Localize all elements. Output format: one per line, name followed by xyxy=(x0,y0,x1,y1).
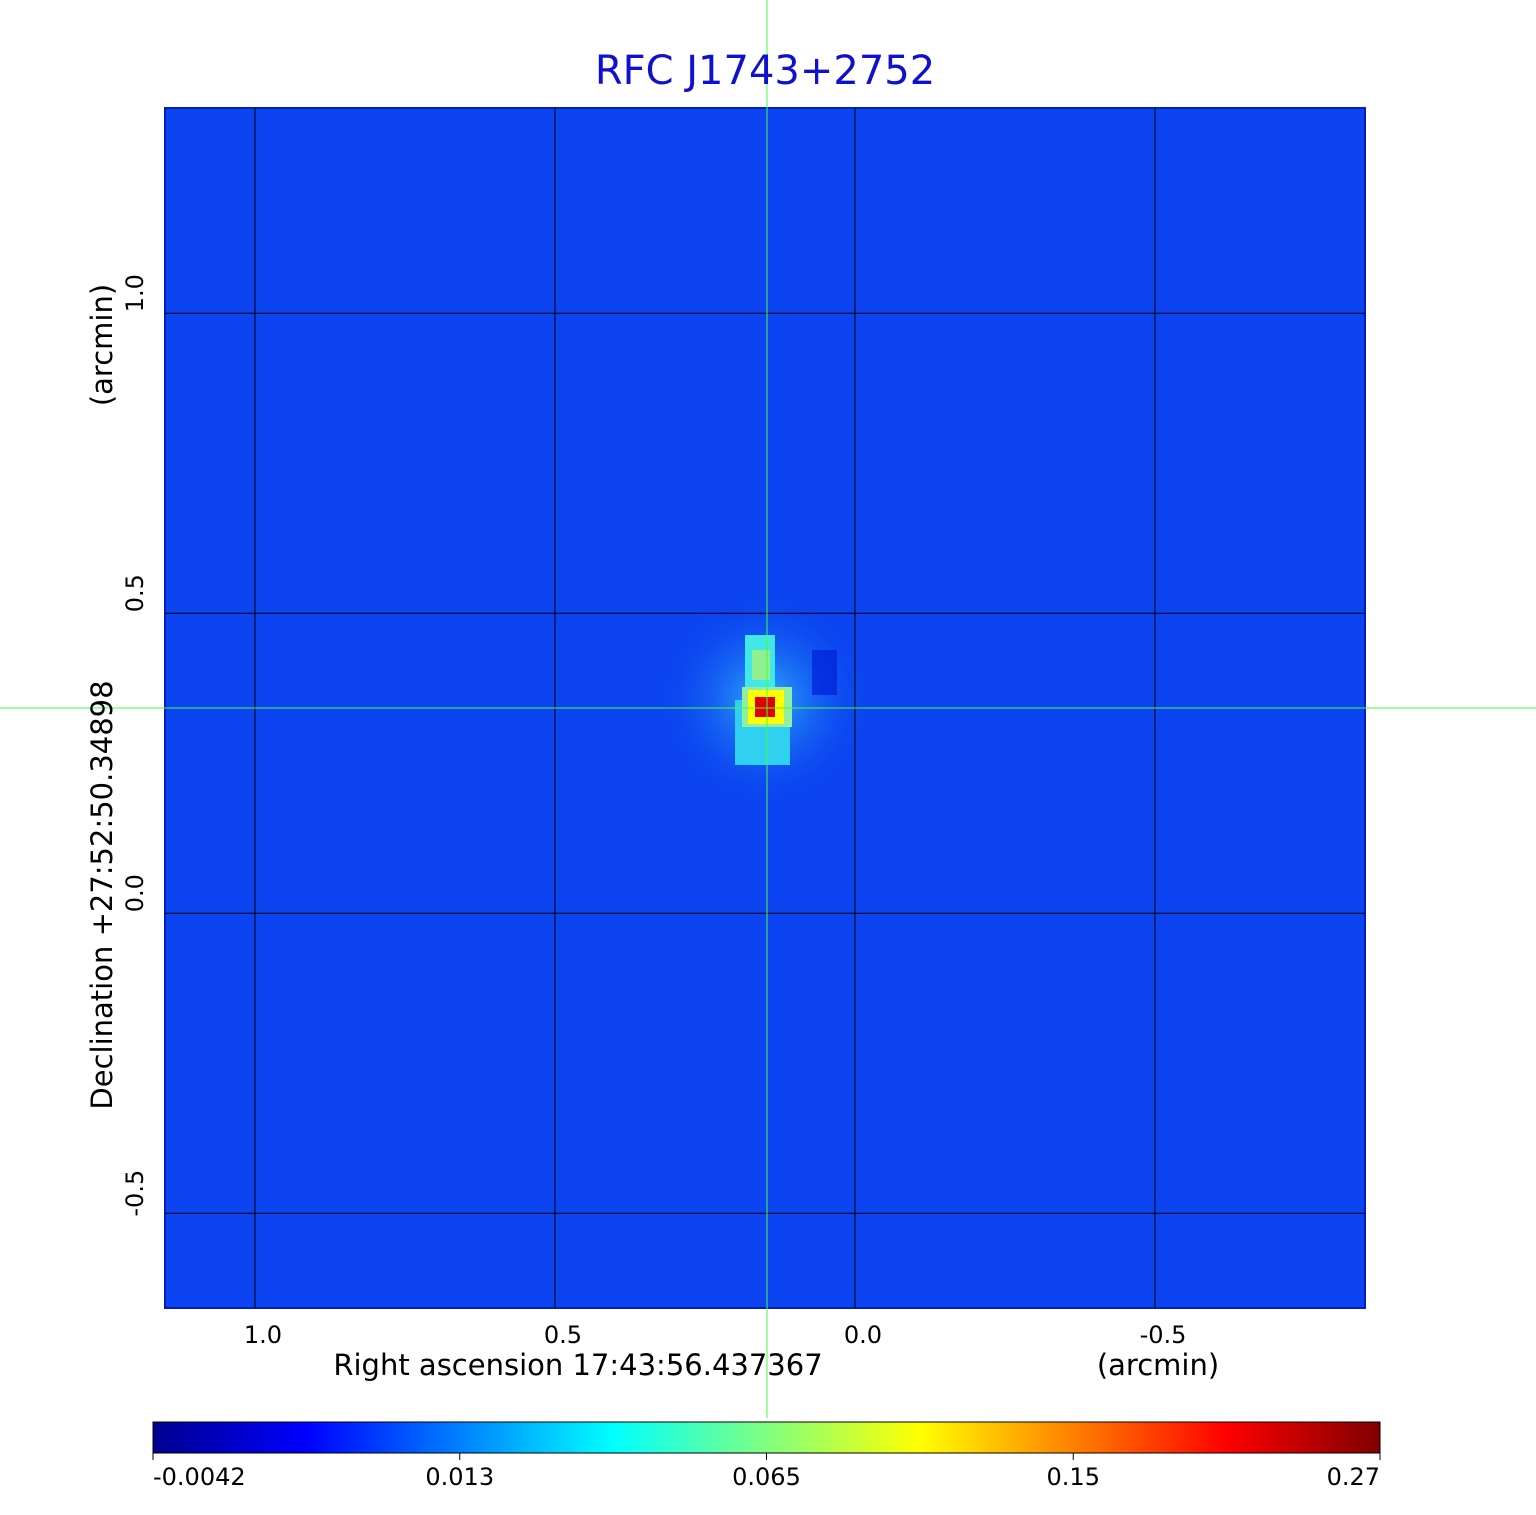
x-tick-label: -0.5 xyxy=(1140,1321,1187,1349)
source xyxy=(655,590,875,810)
source-pixel xyxy=(755,697,775,717)
y-tick-label: 1.0 xyxy=(121,274,149,312)
y-tick-label: 0.0 xyxy=(121,874,149,912)
y-axis-unit: (arcmin) xyxy=(85,284,119,406)
x-tick-label: 1.0 xyxy=(244,1321,282,1349)
x-tick-label: 0.5 xyxy=(544,1321,582,1349)
colorbar-tick-label: -0.0042 xyxy=(153,1463,246,1491)
x-tick-label: 0.0 xyxy=(844,1321,882,1349)
x-axis-unit: (arcmin) xyxy=(1097,1348,1219,1382)
colorbar xyxy=(152,1421,1381,1454)
x-axis-label: Right ascension 17:43:56.437367 xyxy=(333,1348,822,1382)
chart-title: RFC J1743+2752 xyxy=(595,48,935,94)
source-pixel xyxy=(752,650,770,680)
y-tick-label: -0.5 xyxy=(121,1170,149,1217)
colorbar-tick-label: 0.013 xyxy=(425,1463,494,1491)
colorbar-tick-label: 0.27 xyxy=(1327,1463,1380,1491)
colorbar-tick-label: 0.15 xyxy=(1047,1463,1100,1491)
y-tick-label: 0.5 xyxy=(121,574,149,612)
source-pixel xyxy=(812,650,837,695)
y-axis-label: Declination +27:52:50.34898 xyxy=(85,680,119,1109)
colorbar-tick-label: 0.065 xyxy=(732,1463,801,1491)
